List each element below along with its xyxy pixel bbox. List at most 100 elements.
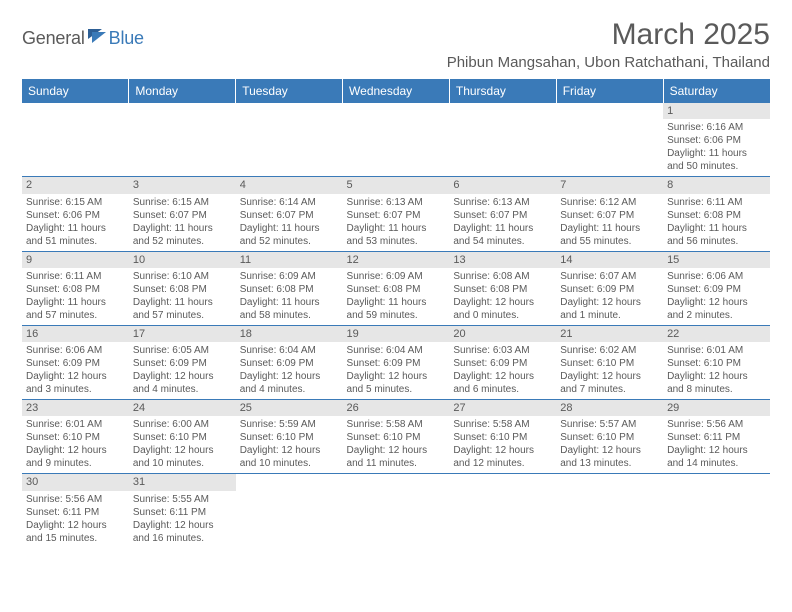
day-number: 20 [449,326,556,342]
sunrise-line: Sunrise: 6:13 AM [347,196,446,209]
sunrise-line: Sunrise: 6:01 AM [667,344,766,357]
day-cell: 26Sunrise: 5:58 AMSunset: 6:10 PMDayligh… [343,400,450,474]
day-number: 29 [663,400,770,416]
day-cell: 20Sunrise: 6:03 AMSunset: 6:09 PMDayligh… [449,325,556,399]
day-number: 14 [556,252,663,268]
day-number: 16 [22,326,129,342]
day-cell: 25Sunrise: 5:59 AMSunset: 6:10 PMDayligh… [236,400,343,474]
day-cell: 4Sunrise: 6:14 AMSunset: 6:07 PMDaylight… [236,177,343,251]
day-number: 31 [129,474,236,490]
day-cell: 6Sunrise: 6:13 AMSunset: 6:07 PMDaylight… [449,177,556,251]
weekday-thursday: Thursday [449,79,556,103]
day-cell: 24Sunrise: 6:00 AMSunset: 6:10 PMDayligh… [129,400,236,474]
day-number: 28 [556,400,663,416]
daylight-line: Daylight: 11 hours and 59 minutes. [347,296,446,322]
daylight-line: Daylight: 12 hours and 2 minutes. [667,296,766,322]
weekday-saturday: Saturday [663,79,770,103]
day-number: 23 [22,400,129,416]
sunrise-line: Sunrise: 5:56 AM [26,493,125,506]
sunrise-line: Sunrise: 6:06 AM [26,344,125,357]
daylight-line: Daylight: 12 hours and 10 minutes. [240,444,339,470]
sunrise-line: Sunrise: 6:15 AM [26,196,125,209]
daylight-line: Daylight: 12 hours and 3 minutes. [26,370,125,396]
day-number: 1 [663,103,770,119]
day-number: 22 [663,326,770,342]
calendar-week-row: 9Sunrise: 6:11 AMSunset: 6:08 PMDaylight… [22,251,770,325]
sunset-line: Sunset: 6:08 PM [453,283,552,296]
sunrise-line: Sunrise: 5:55 AM [133,493,232,506]
sunset-line: Sunset: 6:10 PM [347,431,446,444]
sunset-line: Sunset: 6:11 PM [133,506,232,519]
day-number: 8 [663,177,770,193]
day-number: 21 [556,326,663,342]
daylight-line: Daylight: 12 hours and 16 minutes. [133,519,232,545]
weekday-friday: Friday [556,79,663,103]
day-cell: 9Sunrise: 6:11 AMSunset: 6:08 PMDaylight… [22,251,129,325]
day-cell: 2Sunrise: 6:15 AMSunset: 6:06 PMDaylight… [22,177,129,251]
daylight-line: Daylight: 12 hours and 5 minutes. [347,370,446,396]
daylight-line: Daylight: 11 hours and 52 minutes. [133,222,232,248]
sunset-line: Sunset: 6:08 PM [667,209,766,222]
sunset-line: Sunset: 6:08 PM [26,283,125,296]
sunset-line: Sunset: 6:09 PM [240,357,339,370]
sunrise-line: Sunrise: 6:00 AM [133,418,232,431]
sunset-line: Sunset: 6:11 PM [667,431,766,444]
sunrise-line: Sunrise: 6:13 AM [453,196,552,209]
day-cell: 21Sunrise: 6:02 AMSunset: 6:10 PMDayligh… [556,325,663,399]
daylight-line: Daylight: 11 hours and 53 minutes. [347,222,446,248]
daylight-line: Daylight: 12 hours and 0 minutes. [453,296,552,322]
empty-cell [449,103,556,177]
calendar-week-row: 23Sunrise: 6:01 AMSunset: 6:10 PMDayligh… [22,400,770,474]
sunrise-line: Sunrise: 6:03 AM [453,344,552,357]
weekday-header-row: Sunday Monday Tuesday Wednesday Thursday… [22,79,770,103]
sunrise-line: Sunrise: 6:06 AM [667,270,766,283]
sunrise-line: Sunrise: 6:05 AM [133,344,232,357]
day-cell: 31 Sunrise: 5:55 AMSunset: 6:11 PMDayligh… [129,474,236,548]
daylight-line: Daylight: 12 hours and 4 minutes. [133,370,232,396]
day-number: 7 [556,177,663,193]
empty-cell [556,103,663,177]
day-cell: 5Sunrise: 6:13 AMSunset: 6:07 PMDaylight… [343,177,450,251]
calendar-week-row: 1Sunrise: 6:16 AMSunset: 6:06 PMDaylight… [22,103,770,177]
day-cell: 1Sunrise: 6:16 AMSunset: 6:06 PMDaylight… [663,103,770,177]
empty-cell [449,474,556,548]
daylight-line: Daylight: 12 hours and 1 minute. [560,296,659,322]
daylight-line: Daylight: 12 hours and 12 minutes. [453,444,552,470]
day-number: 12 [343,252,450,268]
sunset-line: Sunset: 6:07 PM [560,209,659,222]
empty-cell [343,103,450,177]
empty-cell [236,103,343,177]
calendar-week-row: 2Sunrise: 6:15 AMSunset: 6:06 PMDaylight… [22,177,770,251]
daylight-line: Daylight: 12 hours and 10 minutes. [133,444,232,470]
daylight-line: Daylight: 11 hours and 56 minutes. [667,222,766,248]
day-number: 3 [129,177,236,193]
daylight-line: Daylight: 12 hours and 14 minutes. [667,444,766,470]
weekday-wednesday: Wednesday [343,79,450,103]
sunset-line: Sunset: 6:09 PM [347,357,446,370]
sunset-line: Sunset: 6:09 PM [560,283,659,296]
sunset-line: Sunset: 6:06 PM [667,134,766,147]
day-cell: 30Sunrise: 5:56 AMSunset: 6:11 PMDayligh… [22,474,129,548]
sunrise-line: Sunrise: 5:58 AM [453,418,552,431]
header: General Blue March 2025 Phibun Mangsahan… [22,18,770,71]
sunrise-line: Sunrise: 6:01 AM [26,418,125,431]
sunset-line: Sunset: 6:10 PM [667,357,766,370]
sunset-line: Sunset: 6:10 PM [240,431,339,444]
daylight-line: Daylight: 11 hours and 57 minutes. [26,296,125,322]
sunset-line: Sunset: 6:11 PM [26,506,125,519]
title-block: March 2025 Phibun Mangsahan, Ubon Ratcha… [447,18,770,71]
sunrise-line: Sunrise: 6:16 AM [667,121,766,134]
day-cell: 22Sunrise: 6:01 AMSunset: 6:10 PMDayligh… [663,325,770,399]
sunset-line: Sunset: 6:07 PM [240,209,339,222]
month-title: March 2025 [447,18,770,52]
empty-cell [663,474,770,548]
sunrise-line: Sunrise: 6:12 AM [560,196,659,209]
day-cell: 15Sunrise: 6:06 AMSunset: 6:09 PMDayligh… [663,251,770,325]
day-cell: 13Sunrise: 6:08 AMSunset: 6:08 PMDayligh… [449,251,556,325]
day-number: 19 [343,326,450,342]
day-cell: 19Sunrise: 6:04 AMSunset: 6:09 PMDayligh… [343,325,450,399]
day-number: 2 [22,177,129,193]
day-cell: 3Sunrise: 6:15 AMSunset: 6:07 PMDaylight… [129,177,236,251]
day-number: 27 [449,400,556,416]
sunset-line: Sunset: 6:08 PM [240,283,339,296]
